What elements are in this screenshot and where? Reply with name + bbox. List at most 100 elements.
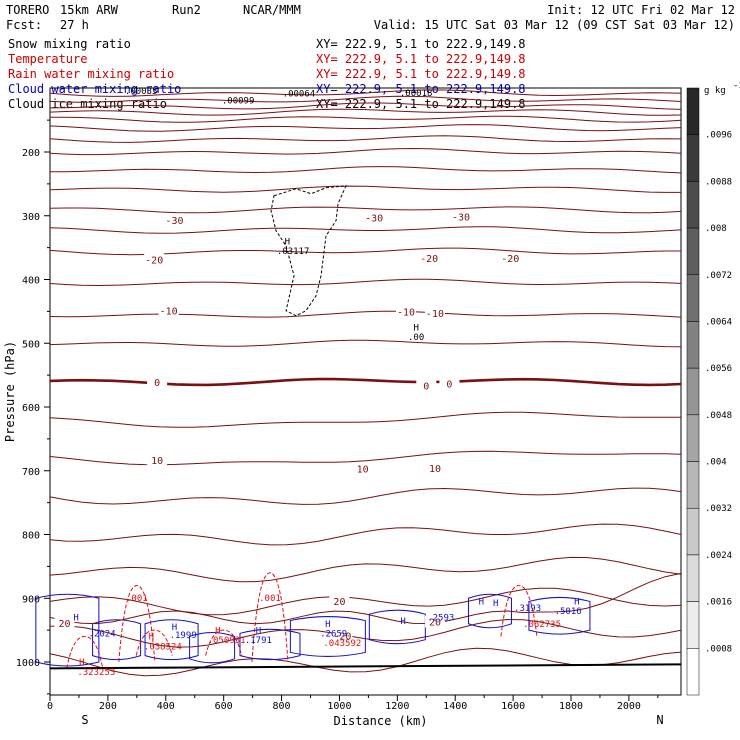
isotherm-line [49,206,682,214]
isotherm-label-bg [158,304,179,317]
maxima-label: .050931 [208,636,246,646]
isotherm-label-bg [424,306,445,319]
header: TORERO 15km ARW Run2 NCAR/MMM Init: 12 U… [6,3,735,32]
colorbar-swatch [686,134,700,182]
colorbar-label: .008 [705,224,727,234]
x-tick-label: 1400 [443,701,467,712]
colorbar-label: .0048 [705,411,732,421]
isotherm-label: -10 [397,308,415,319]
isotherm-label: -20 [145,255,163,266]
north-label: N [656,713,663,727]
isotherm-label: -30 [165,216,183,227]
model-name: TORERO [6,3,49,17]
isotherm-label: 20 [429,617,441,628]
colorbar-swatch [686,414,700,462]
colorbar-label: .0008 [705,644,732,654]
isotherm-line [49,135,682,143]
y-tick-label: 700 [22,467,40,478]
field-xy: XY= 222.9, 5.1 to 222.9,149.8 [316,67,526,81]
maxima-label: .3193 [514,604,541,614]
rain-contour [118,584,156,663]
maxima-label: .2024 [89,630,116,640]
maxima-label: .001 [126,594,148,604]
field-xy: XY= 222.9, 5.1 to 222.9,149.8 [316,37,526,51]
maxima-label: H [285,237,290,247]
maxima-label: H [73,614,78,624]
maxima-label: H [493,599,498,609]
colorbar-label: .0072 [705,271,732,281]
x-axis-label: Distance (km) [334,714,428,728]
maxima-label: .5016 [555,607,582,617]
isotherm-label: 10 [429,464,441,475]
isotherm-label: -20 [420,254,438,265]
cloud-water-contour [289,616,366,657]
field-name: Temperature [8,52,87,66]
field-xy: XY= 222.9, 5.1 to 222.9,149.8 [316,97,526,111]
y-tick-label: 400 [22,276,40,287]
maxima-label: .00099 [222,97,255,107]
isotherm-line [49,147,682,156]
isotherm-label: -10 [426,309,444,320]
maxima-label: .323253 [77,668,115,678]
maxima-label: H [215,626,220,636]
y-tick-label: 1000 [16,658,40,669]
maxima-label: .1999 [170,631,197,641]
maxima-label: .038524 [144,642,182,652]
isotherm-label: -20 [501,254,519,265]
isotherm-label: -30 [452,213,470,224]
x-tick-label: 400 [157,701,175,712]
cloud-water-contour [528,596,591,635]
isotherm-line [49,89,682,97]
isotherm-line [49,411,681,428]
isotherm-line [49,185,681,193]
field-list: Snow mixing ratio XY= 222.9, 5.1 to 222.9… [8,37,526,111]
cloud-water-contour [92,619,142,661]
isotherm-label: 20 [58,619,70,630]
isotherm-line [49,95,682,103]
run-label: Run2 [172,3,201,17]
isotherm-label: 10 [151,456,163,467]
colorbar-swatch [686,601,700,649]
isotherm-line [49,523,682,546]
maxima-label: .1791 [245,636,272,646]
south-label: S [81,713,88,727]
x-tick-label: 1800 [559,701,583,712]
isotherm-line [49,487,682,505]
terrain-surface [49,663,682,670]
isotherm-label: 0 [423,382,429,393]
isotherm-label-bg [164,213,185,226]
colorbar-swatch [686,87,700,135]
maxima-label: H [325,620,330,630]
colorbar-swatch [686,274,700,322]
isotherm-line [49,339,682,348]
maxima-label: H [574,598,579,608]
colorbar-label: .004 [705,458,727,468]
isotherm-label: -20 [333,632,351,643]
colorbar-swatch [686,507,700,556]
colorbar-swatch [686,181,700,229]
cloud-water-contour [35,593,100,667]
isotherm-label: 0 [446,380,452,391]
isotherm-label-bg [424,461,445,474]
isotherm-label-bg [396,305,417,318]
isotherm-line [49,108,682,116]
valid-time: Valid: 15 UTC Sat 03 Mar 12 (09 CST Sat … [374,18,735,32]
colorbar-label: .0088 [705,177,732,187]
maxima-label: .00064 [283,90,316,100]
warm-isotherm [49,572,682,625]
cloud-water-contour [144,619,199,661]
zero-isotherm [49,377,682,387]
maxima-label: .2659 [320,630,347,640]
colorbar-swatch [686,554,700,602]
x-tick-label: 0 [47,701,53,712]
grid-label: 15km ARW [60,3,119,17]
colorbar-label: .0032 [705,504,732,514]
init-time: Init: 12 UTC Fri 02 Mar 12 [547,3,735,17]
y-tick-label: 500 [22,339,40,350]
maxima-label: .043592 [323,639,361,649]
rain-contour [205,629,243,656]
isotherm-line [49,278,682,287]
isotherm-label-bg [416,379,437,392]
colorbar-swatch [686,461,700,509]
